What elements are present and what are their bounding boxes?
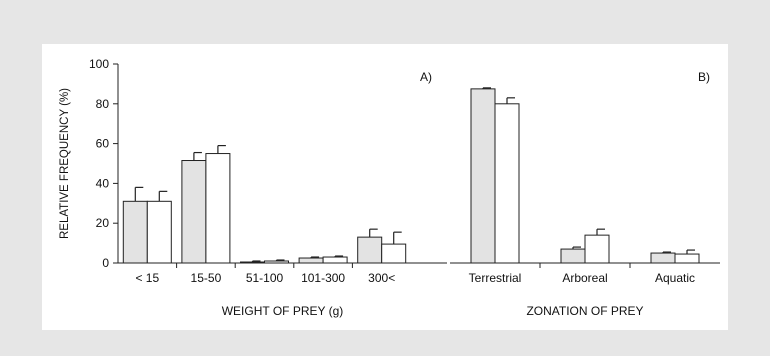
bar bbox=[381, 243, 407, 264]
panel-label: B) bbox=[698, 70, 710, 84]
bar bbox=[146, 200, 172, 264]
x-axis-title: ZONATION OF PREY bbox=[526, 304, 643, 318]
y-tick-label: 40 bbox=[96, 176, 110, 190]
bar bbox=[357, 236, 383, 264]
panel-label: A) bbox=[420, 70, 432, 84]
y-axis-title: RELATIVE FREQUENCY (%) bbox=[59, 88, 71, 239]
x-tick-label: 300< bbox=[368, 271, 395, 285]
x-tick-label: 15-50 bbox=[191, 271, 222, 285]
bar bbox=[264, 260, 289, 264]
x-tick-label: 101-300 bbox=[301, 271, 345, 285]
x-tick-label: Aquatic bbox=[655, 271, 695, 285]
y-tick-label: 0 bbox=[102, 256, 109, 270]
x-axis-title: WEIGHT OF PREY (g) bbox=[222, 304, 344, 318]
y-tick-label: 80 bbox=[96, 97, 110, 111]
bar bbox=[122, 200, 148, 264]
figure-panel: 0 20 40 60 80 100 RELATIVE FREQUENCY (%) < 15 15… bbox=[42, 44, 728, 330]
bar bbox=[181, 160, 207, 264]
bar bbox=[494, 103, 520, 264]
x-tick-label: 51-100 bbox=[246, 271, 284, 285]
y-tick-label: 100 bbox=[89, 57, 109, 71]
y-tick-label: 60 bbox=[96, 137, 110, 151]
bar bbox=[240, 261, 265, 264]
bar bbox=[674, 253, 700, 264]
bar-chart-figure: 0 20 40 60 80 100 RELATIVE FREQUENCY (%) < 15 15… bbox=[59, 57, 720, 318]
x-tick-label: Arboreal bbox=[562, 271, 607, 285]
bar bbox=[298, 257, 324, 264]
bar bbox=[650, 252, 676, 264]
x-tick-label: < 15 bbox=[135, 271, 159, 285]
bar bbox=[584, 234, 610, 264]
x-tick-label: Terrestrial bbox=[469, 271, 522, 285]
bar bbox=[205, 153, 231, 264]
panel-b-zonation: Terrestrial Arboreal Aquatic B) ZONATION OF … bbox=[450, 70, 720, 318]
panel-a-weight: 0 20 40 60 80 100 RELATIVE FREQUENCY (%) < 15 15… bbox=[59, 57, 447, 318]
bar bbox=[322, 256, 348, 264]
bar bbox=[470, 88, 496, 264]
y-tick-label: 20 bbox=[96, 216, 110, 230]
bar bbox=[560, 248, 586, 264]
